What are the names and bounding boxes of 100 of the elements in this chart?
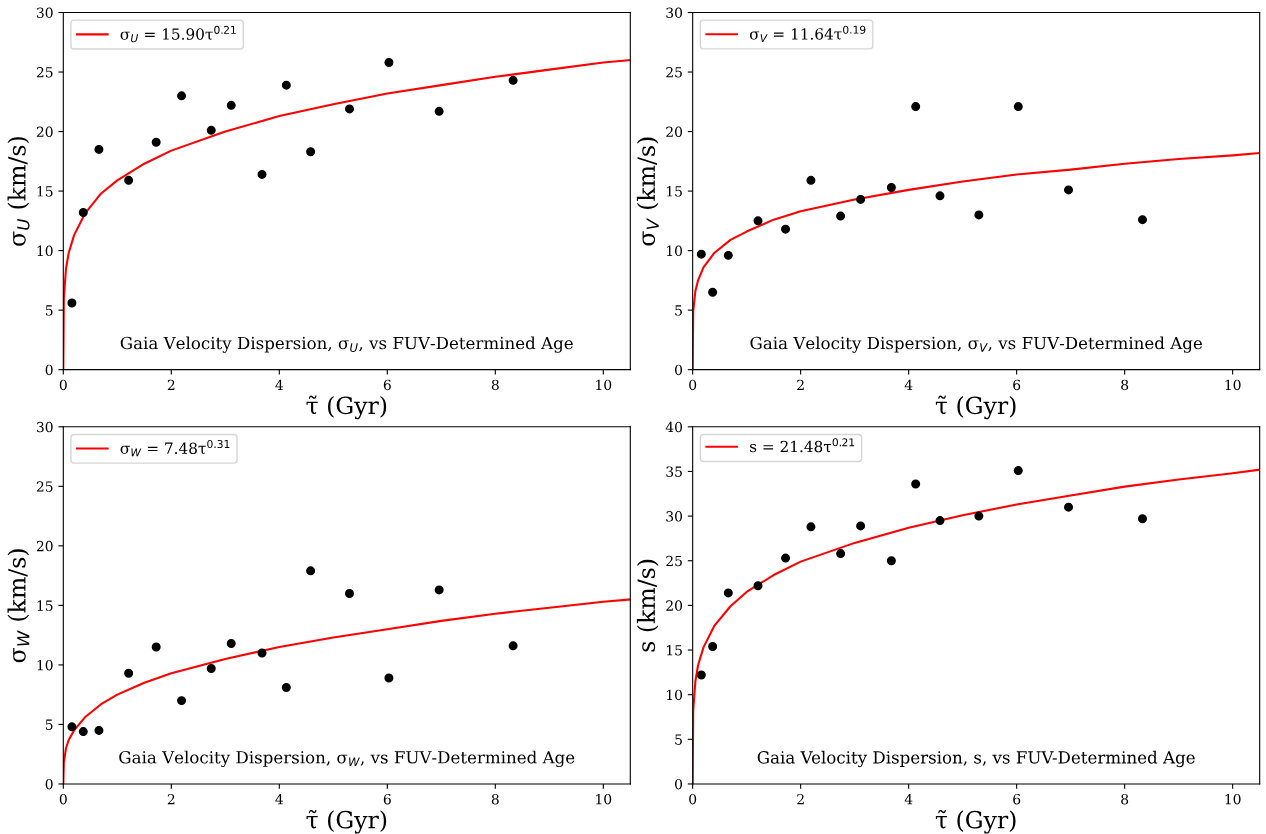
x-tick-label: 6: [1013, 793, 1021, 805]
x-tick-label: 10: [596, 793, 612, 805]
point: [508, 641, 518, 651]
y-tick-label: 25: [666, 67, 682, 78]
x-tick-label: 4: [275, 379, 284, 390]
y-axis-title: s (km/s): [636, 559, 659, 652]
point: [723, 588, 733, 598]
point: [78, 727, 88, 737]
point: [708, 287, 718, 297]
point: [345, 104, 354, 114]
x-tick-label: 8: [1121, 793, 1129, 805]
y-tick-label: 10: [666, 245, 683, 257]
x-tick-label: 10: [596, 379, 612, 391]
point: [67, 722, 77, 732]
y-tick-label: 30: [36, 421, 53, 433]
point: [257, 648, 267, 658]
point: [1137, 215, 1147, 225]
y-tick-label: 15: [37, 186, 53, 197]
point: [177, 696, 187, 706]
point: [67, 298, 77, 308]
point: [856, 194, 866, 204]
x-tick-label: 6: [383, 793, 391, 805]
y-tick-label: 35: [666, 466, 682, 477]
x-tick-label: 8: [491, 793, 499, 805]
x-tick-label: 2: [797, 793, 804, 805]
x-tick-label: 4: [904, 793, 913, 805]
x-tick-label: 8: [1121, 379, 1129, 391]
x-tick-label: 4: [275, 793, 284, 805]
y-tick-label: 25: [36, 67, 53, 78]
point: [1013, 466, 1023, 476]
y-axis-title: σ$_{W}$ (km/s): [7, 549, 30, 663]
point: [696, 249, 706, 259]
point: [434, 585, 444, 595]
y-tick-label: 0: [675, 778, 683, 790]
point: [257, 169, 267, 179]
point: [911, 102, 921, 112]
annotation: Gaia Velocity Dispersion, σ$_{U}$, vs FUV-Determined Age: [120, 336, 573, 353]
y-tick-label: 20: [666, 600, 683, 611]
point: [911, 479, 921, 489]
y-tick-label: 15: [666, 645, 682, 656]
point: [226, 100, 236, 110]
x-tick-label: 4: [904, 379, 913, 390]
point: [935, 516, 945, 526]
point: [508, 75, 518, 85]
point: [806, 522, 816, 532]
point: [856, 521, 866, 531]
y-tick-label: 30: [666, 7, 683, 18]
legend-label: σ$_{U}$ = 15.90τ$^{0.21}$: [120, 25, 236, 43]
x-axis-title: τ̃ (Gyr): [935, 395, 1016, 420]
y-tick-label: 5: [45, 305, 53, 316]
point: [696, 670, 706, 680]
point: [384, 673, 394, 683]
point: [974, 511, 984, 521]
y-tick-label: 5: [675, 305, 682, 316]
annotation: Gaia Velocity Dispersion, σ$_{W}$, vs FUV-Determined Age: [119, 750, 575, 768]
point: [434, 106, 444, 116]
y-axis-title: σ$_{V}$ (km/s): [636, 137, 659, 246]
annotation: Gaia Velocity Dispersion, s, vs FUV-Determined Age: [757, 750, 1195, 768]
point: [206, 663, 216, 673]
y-tick-label: 25: [36, 481, 53, 492]
point: [94, 144, 104, 154]
x-tick-label: 10: [1225, 793, 1241, 805]
x-tick-label: 2: [167, 793, 175, 805]
y-tick-label: 30: [36, 7, 53, 18]
y-tick-label: 30: [666, 511, 683, 522]
point: [1064, 185, 1074, 195]
point: [206, 125, 216, 135]
y-tick-label: 10: [37, 659, 53, 671]
x-tick-label: 10: [1225, 379, 1241, 391]
point: [886, 556, 896, 566]
point: [974, 210, 984, 220]
x-tick-label: 2: [797, 379, 804, 390]
point: [281, 80, 291, 90]
x-tick-label: 6: [383, 379, 391, 391]
point: [345, 588, 354, 598]
point: [1064, 502, 1074, 512]
x-tick-label: 6: [1013, 379, 1021, 391]
point: [708, 641, 718, 651]
point: [384, 58, 394, 68]
y-axis-title: σ$_{U}$ (km/s): [7, 137, 30, 246]
x-tick-label: 2: [167, 379, 175, 390]
point: [806, 175, 816, 185]
point: [151, 642, 161, 652]
point: [836, 549, 846, 559]
x-tick-label: 0: [689, 379, 697, 391]
annotation: Gaia Velocity Dispersion, σ$_{V}$, vs FUV-Determined Age: [750, 336, 1202, 353]
point: [281, 683, 291, 693]
point: [753, 581, 763, 591]
point: [723, 250, 733, 260]
point: [124, 175, 134, 185]
point: [935, 191, 945, 201]
y-tick-label: 0: [675, 364, 683, 376]
y-tick-label: 20: [36, 540, 53, 552]
x-tick-label: 0: [59, 379, 67, 391]
point: [177, 91, 187, 101]
y-tick-label: 40: [665, 421, 683, 433]
point: [124, 668, 134, 678]
point: [78, 208, 88, 218]
point: [753, 216, 763, 226]
y-tick-label: 10: [666, 689, 683, 701]
